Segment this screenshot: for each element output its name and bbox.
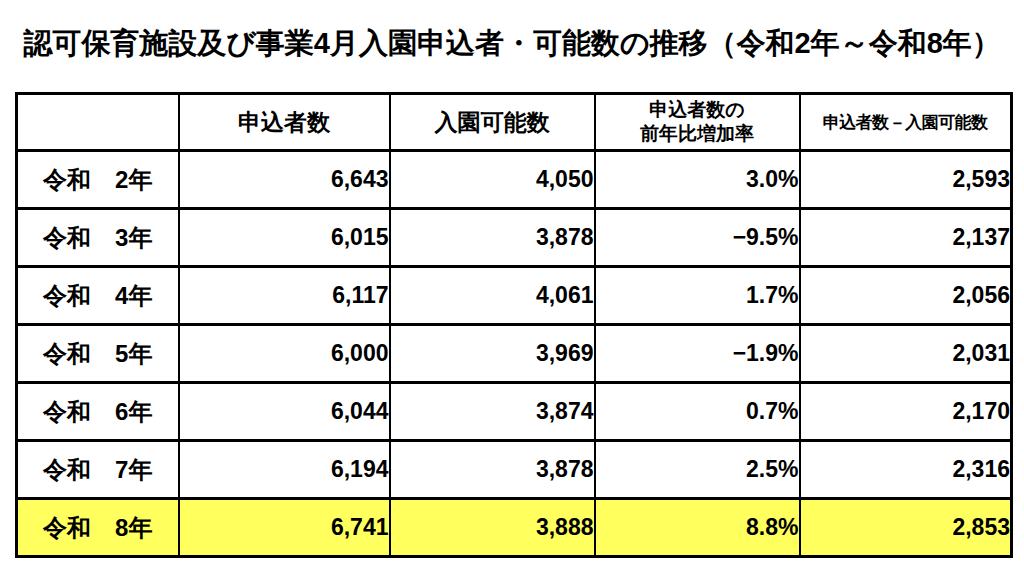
- table-row: 令和 5年 6,000 3,969 −1.9% 2,031: [17, 325, 1012, 383]
- table-row: 令和 2年 6,643 4,050 3.0% 2,593: [17, 151, 1012, 209]
- header-year: [17, 94, 179, 151]
- applicants-cell: 6,015: [179, 209, 390, 267]
- capacity-cell: 4,050: [390, 151, 595, 209]
- capacity-cell: 3,888: [390, 499, 595, 557]
- rate-cell: 2.5%: [595, 441, 800, 499]
- applicants-cell: 6,000: [179, 325, 390, 383]
- rate-cell: 3.0%: [595, 151, 800, 209]
- rate-cell: −1.9%: [595, 325, 800, 383]
- year-cell: 令和 7年: [17, 441, 179, 499]
- year-cell: 令和 6年: [17, 383, 179, 441]
- table-row: 令和 4年 6,117 4,061 1.7% 2,056: [17, 267, 1012, 325]
- capacity-cell: 3,874: [390, 383, 595, 441]
- diff-cell: 2,593: [800, 151, 1012, 209]
- header-diff: 申込者数－入園可能数: [800, 94, 1012, 151]
- table-header-row: 申込者数 入園可能数 申込者数の 前年比増加率 申込者数－入園可能数: [17, 94, 1012, 151]
- capacity-cell: 3,969: [390, 325, 595, 383]
- page-title: 認可保育施設及び事業4月入園申込者・可能数の推移（令和2年～令和8年）: [0, 24, 1024, 64]
- capacity-cell: 3,878: [390, 441, 595, 499]
- enrollment-table: 申込者数 入園可能数 申込者数の 前年比増加率 申込者数－入園可能数 令和 2年…: [15, 92, 1013, 558]
- table-row: 令和 6年 6,044 3,874 0.7% 2,170: [17, 383, 1012, 441]
- year-cell: 令和 2年: [17, 151, 179, 209]
- rate-cell: −9.5%: [595, 209, 800, 267]
- capacity-cell: 3,878: [390, 209, 595, 267]
- applicants-cell: 6,194: [179, 441, 390, 499]
- diff-cell: 2,853: [800, 499, 1012, 557]
- page: 認可保育施設及び事業4月入園申込者・可能数の推移（令和2年～令和8年） 申込者数…: [0, 0, 1024, 574]
- applicants-cell: 6,741: [179, 499, 390, 557]
- year-cell: 令和 4年: [17, 267, 179, 325]
- header-capacity: 入園可能数: [390, 94, 595, 151]
- capacity-cell: 4,061: [390, 267, 595, 325]
- diff-cell: 2,137: [800, 209, 1012, 267]
- applicants-cell: 6,643: [179, 151, 390, 209]
- year-cell: 令和 8年: [17, 499, 179, 557]
- header-rate-line2: 前年比増加率: [596, 122, 799, 146]
- header-applicants: 申込者数: [179, 94, 390, 151]
- table-row: 令和 3年 6,015 3,878 −9.5% 2,137: [17, 209, 1012, 267]
- diff-cell: 2,316: [800, 441, 1012, 499]
- year-cell: 令和 5年: [17, 325, 179, 383]
- rate-cell: 0.7%: [595, 383, 800, 441]
- rate-cell: 8.8%: [595, 499, 800, 557]
- table-row-highlighted: 令和 8年 6,741 3,888 8.8% 2,853: [17, 499, 1012, 557]
- diff-cell: 2,056: [800, 267, 1012, 325]
- header-rate-line1: 申込者数の: [596, 98, 799, 122]
- rate-cell: 1.7%: [595, 267, 800, 325]
- diff-cell: 2,031: [800, 325, 1012, 383]
- applicants-cell: 6,117: [179, 267, 390, 325]
- table-row: 令和 7年 6,194 3,878 2.5% 2,316: [17, 441, 1012, 499]
- diff-cell: 2,170: [800, 383, 1012, 441]
- applicants-cell: 6,044: [179, 383, 390, 441]
- year-cell: 令和 3年: [17, 209, 179, 267]
- header-rate: 申込者数の 前年比増加率: [595, 94, 800, 151]
